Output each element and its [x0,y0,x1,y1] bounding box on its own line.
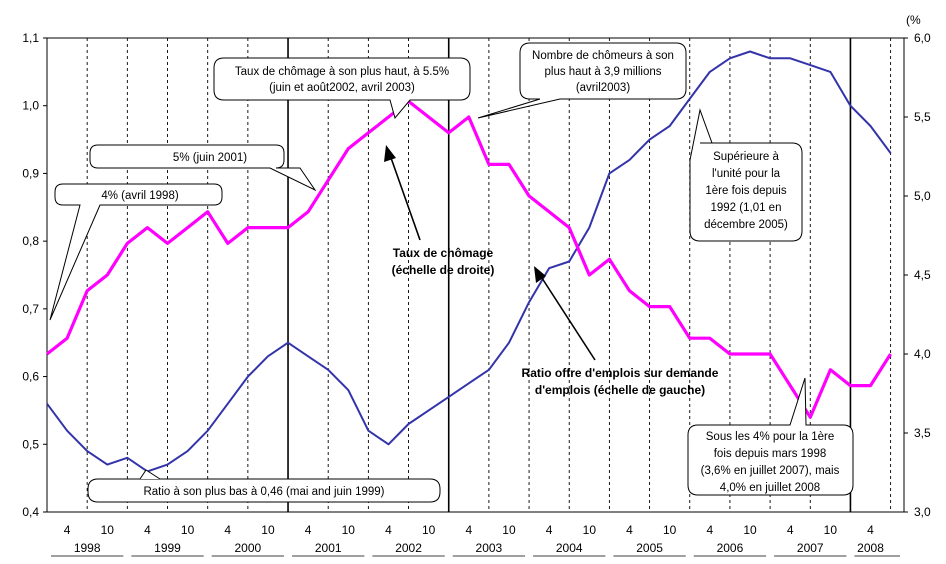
year-label: 2004 [556,541,583,555]
series [46,50,892,473]
month-tick-label: 10 [422,523,436,537]
month-tick-label: 4 [546,523,553,537]
axes: 0,4 0,5 0,6 0,7 0,8 0,9 1,0 1,1 3,0 3,5 4,0 4,5 5,0 5… [22,13,931,557]
callout-text: (juin et août2002, avril 2003) [269,82,415,94]
callout-bubble [477,42,687,119]
left-tick-label: 1,0 [22,99,39,113]
right-tick-label: 6,0 [914,31,931,45]
right-tick-label: 4,0 [914,347,931,361]
month-tick-label: 10 [743,523,757,537]
callout-tail [139,469,161,480]
left-tick-label: 0,7 [22,302,39,316]
month-tick-label: 4 [867,523,874,537]
callout-text: (3,6% en juillet 2007), mais [701,465,840,477]
month-tick-label: 4 [385,523,392,537]
callout-text: Supérieure à [713,151,779,163]
left-tick-label: 0,9 [22,166,39,180]
month-tick-label: 10 [261,523,275,537]
year-label: 2001 [315,541,342,555]
callout-text: Taux de chômage [393,246,494,260]
callout-text: (échelle de droite) [392,263,495,277]
month-tick-label: 4 [64,523,71,537]
year-label: 1998 [74,541,101,555]
left-tick-label: 0,5 [22,437,39,451]
callout-a7: Ratio offre d'emplois sur demande d'emplo… [522,266,719,397]
month-tick-label: 10 [583,523,597,537]
callouts: 4% (avril 1998) 5% (juin 2001) Taux de chô… [49,42,854,503]
callout-text: 1ère fois depuis [705,185,786,197]
month-tick-label: 10 [824,523,838,537]
right-axis-unit: (% [906,13,921,27]
year-label: 1999 [154,541,181,555]
callout-text: 5% (juin 2001) [173,152,247,164]
ratio-series-line [46,50,892,473]
callout-bubble [49,183,223,321]
callout-text: plus haut à 3,9 millions [545,66,662,78]
callout-text: l'unité pour la [712,168,781,180]
grid [86,38,892,512]
right-tick-label: 4,5 [914,268,931,282]
month-tick-label: 10 [342,523,356,537]
callout-text: Taux de chômage à son plus haut, à 5.5% [235,66,449,78]
callout-a9: Sous les 4% pour la 1ère fois depuis mars… [687,377,854,496]
callout-text: d'emplois (échelle de gauche) [535,383,705,397]
year-label: 2000 [235,541,262,555]
month-tick-label: 10 [502,523,516,537]
year-label: 2003 [476,541,503,555]
year-label: 2007 [797,541,824,555]
month-tick-label: 4 [305,523,312,537]
callout-a3: Taux de chômage à son plus haut, à 5.5% (… [213,57,471,120]
left-tick-label: 0,4 [22,505,39,519]
callout-text: 1992 (1,01 en [711,202,782,214]
callout-text: fois depuis mars 1998 [714,448,827,460]
callout-text: décembre 2005) [704,219,788,231]
callout-text: 4% (avril 1998) [101,190,179,202]
callout-a5: Supérieure à l'unité pour la 1ère fois dep… [689,108,803,242]
callout-a2: 5% (juin 2001) [89,144,317,192]
callout-bubble [87,478,441,503]
callout-text: Sous les 4% pour la 1ère [706,431,835,443]
month-tick-label: 10 [101,523,115,537]
right-tick-label: 3,0 [914,505,931,519]
callout-a6: Taux de chômage (échelle de droite) [384,145,494,277]
callout-a8: Ratio à son plus bas à 0,46 (mai and jui… [87,469,441,503]
month-tick-label: 4 [144,523,151,537]
year-label: 2006 [717,541,744,555]
month-tick-label: 10 [181,523,195,537]
year-label: 2005 [636,541,663,555]
left-tick-label: 0,6 [22,370,39,384]
unemployment-series-line [46,99,892,419]
month-tick-label: 4 [787,523,794,537]
right-tick-label: 5,0 [914,189,931,203]
callout-text: (avril2003) [576,82,630,94]
arrow-shaft [539,274,596,361]
month-tick-label: 4 [465,523,472,537]
callout-bubble [687,377,854,496]
callout-text: Ratio à son plus bas à 0,46 (mai and jui… [143,486,384,498]
month-tick-label: 4 [626,523,633,537]
year-label: 2002 [395,541,422,555]
callout-a4: Nombre de chômeurs à son plus haut à 3,9 … [477,42,687,119]
callout-bubble [89,144,317,192]
callout-a1: 4% (avril 1998) [49,183,223,321]
right-tick-label: 3,5 [914,426,931,440]
left-tick-label: 0,8 [22,234,39,248]
callout-bubble [689,108,803,242]
callout-text: Nombre de chômeurs à son [532,50,674,62]
arrow-head [534,266,546,283]
callout-bubble [213,57,471,120]
right-tick-label: 5,5 [914,110,931,124]
arrow-shaft [389,154,421,241]
year-label: 2008 [857,541,884,555]
month-tick-label: 4 [706,523,713,537]
callout-text: Ratio offre d'emplois sur demande [522,366,719,380]
month-tick-label: 10 [663,523,677,537]
month-tick-label: 4 [224,523,231,537]
left-tick-label: 1,1 [22,31,39,45]
callout-text: 4,0% en juillet 2008 [720,482,820,494]
arrow-head [384,145,396,162]
